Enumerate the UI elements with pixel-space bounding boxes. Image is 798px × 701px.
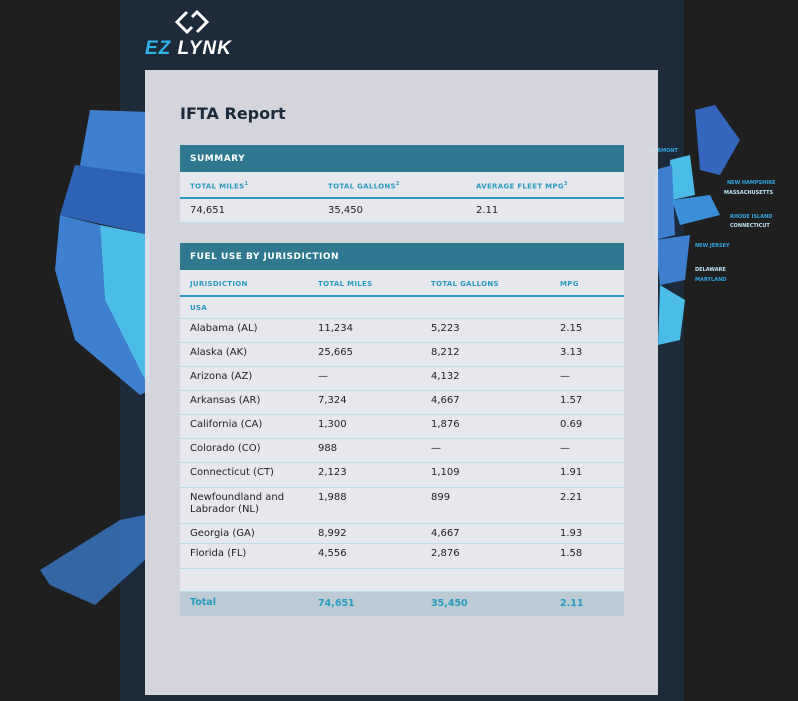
table-cell: 988 (318, 443, 338, 454)
group-row-usa: USA (180, 297, 624, 319)
summary-header-row: TOTAL MILES1 TOTAL GALLONS2 AVERAGE FLEE… (180, 172, 624, 199)
map-state (695, 105, 740, 175)
table-cell: 4,132 (431, 371, 460, 382)
table-row: Arkansas (AR) 7,324 4,667 1.57 (180, 391, 624, 415)
column-header: TOTAL MILES (318, 280, 373, 288)
table-row: Alaska (AK) 25,665 8,212 3.13 (180, 343, 624, 367)
table-cell: 1.93 (560, 528, 583, 539)
map-state (658, 285, 685, 345)
group-label: USA (190, 304, 208, 312)
page-title: IFTA Report (180, 104, 286, 123)
table-row: Connecticut (CT) 2,123 1,109 1.91 (180, 463, 624, 488)
summary-heading: SUMMARY (180, 145, 624, 172)
map-state (672, 195, 720, 225)
map-state (40, 515, 145, 605)
summary-label: AVERAGE FLEET MPG3 (476, 181, 568, 191)
table-cell: 0.69 (560, 419, 583, 430)
fuel-header-row: JURISDICTION TOTAL MILES TOTAL GALLONS M… (180, 270, 624, 297)
table-row: Colorado (CO) 988 — — (180, 439, 624, 463)
table-cell: 11,234 (318, 323, 353, 334)
summary-value: 35,450 (328, 205, 363, 216)
map-state (655, 235, 690, 285)
table-cell: 1,300 (318, 419, 347, 430)
map-label: NEW JERSEY (695, 243, 730, 249)
table-cell: Florida (FL) (190, 548, 247, 559)
table-row: Georgia (GA) 8,992 4,667 1.93 (180, 524, 624, 544)
table-cell: — (560, 371, 570, 382)
column-header: TOTAL GALLONS (431, 280, 499, 288)
map-state (670, 155, 695, 200)
summary-label: TOTAL MILES1 (190, 181, 249, 191)
map-state (55, 215, 150, 395)
table-cell: 8,992 (318, 528, 347, 539)
table-cell: 899 (431, 492, 451, 503)
table-row: Arizona (AZ) — 4,132 — (180, 367, 624, 391)
map-label: NEW HAMPSHIRE (727, 180, 776, 186)
table-cell: 1.57 (560, 395, 583, 406)
summary-value: 2.11 (476, 205, 499, 216)
table-cell: 1,876 (431, 419, 460, 430)
table-cell: Arizona (AZ) (190, 371, 253, 382)
table-cell: Alabama (AL) (190, 323, 258, 334)
map-label: MARYLAND (695, 277, 727, 283)
table-cell: 7,324 (318, 395, 347, 406)
table-cell: — (560, 443, 570, 454)
table-cell: — (431, 443, 441, 454)
summary-value: 74,651 (190, 205, 225, 216)
map-label: RHODE ISLAND (730, 214, 773, 220)
table-cell: 1.91 (560, 467, 583, 478)
table-cell: Alaska (AK) (190, 347, 248, 358)
ez-lynk-logo: EZ LYNK (145, 8, 245, 60)
table-cell: Connecticut (CT) (190, 467, 274, 478)
table-cell: 2,876 (431, 548, 460, 559)
table-row: California (CA) 1,300 1,876 0.69 (180, 415, 624, 439)
table-cell: 2.21 (560, 492, 583, 503)
summary-label: TOTAL GALLONS2 (328, 181, 400, 191)
map-label: MASSACHUSETTS (724, 190, 774, 196)
map-label: VERMONT (650, 148, 678, 154)
table-cell: 1.58 (560, 548, 583, 559)
map-label: CONNECTICUT (730, 223, 770, 229)
summary-values-row: 74,651 35,450 2.11 (180, 199, 624, 223)
map-state (80, 110, 150, 180)
column-header: MPG (560, 280, 579, 288)
table-cell: 8,212 (431, 347, 460, 358)
table-row: Alabama (AL) 11,234 5,223 2.15 (180, 319, 624, 343)
table-cell: 1,109 (431, 467, 460, 478)
table-cell: Georgia (GA) (190, 528, 255, 539)
table-cell: Newfoundland and Labrador (NL) (190, 492, 285, 515)
table-cell: California (CA) (190, 419, 263, 430)
table-cell: 4,556 (318, 548, 347, 559)
table-cell: — (318, 371, 328, 382)
map-state (655, 165, 675, 240)
table-cell: 25,665 (318, 347, 353, 358)
link-logo-icon (175, 10, 209, 34)
table-cell: 4,667 (431, 528, 460, 539)
table-cell: 2,123 (318, 467, 347, 478)
table-row: Newfoundland and Labrador (NL) 1,988 899 2.… (180, 488, 624, 524)
table-cell: 2.15 (560, 323, 583, 334)
table-cell: 1,988 (318, 492, 347, 503)
map-state (100, 225, 150, 390)
map-state (60, 165, 150, 235)
table-row: Florida (FL) 4,556 2,876 1.58 (180, 544, 624, 569)
total-row: Total 74,651 35,450 2.11 (180, 592, 624, 616)
table-cell: 4,667 (431, 395, 460, 406)
table-cell: Colorado (CO) (190, 443, 261, 454)
column-header: JURISDICTION (190, 280, 248, 288)
table-cell: 5,223 (431, 323, 460, 334)
fuel-heading: FUEL USE BY JURISDICTION (180, 243, 624, 270)
map-label: DELAWARE (695, 267, 726, 273)
blank-row (180, 569, 624, 592)
table-cell: 3.13 (560, 347, 583, 358)
table-cell: Arkansas (AR) (190, 395, 261, 406)
